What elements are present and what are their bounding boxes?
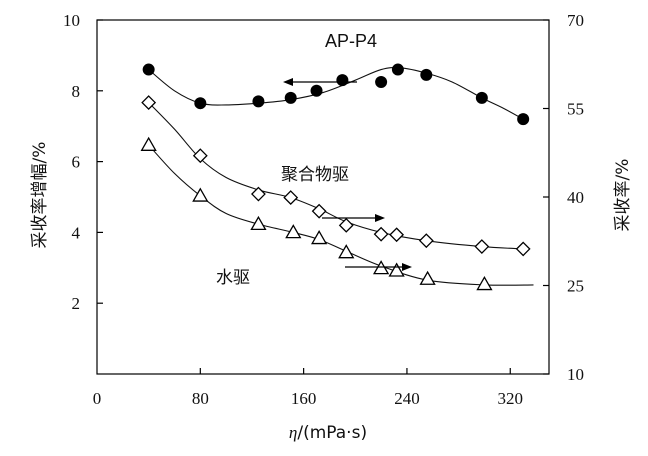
data-point-circle: [517, 113, 530, 126]
data-point-triangle: [285, 224, 302, 239]
direction-arrow-head: [375, 214, 385, 222]
data-point-circle: [310, 84, 323, 97]
direction-arrow-head: [283, 78, 293, 86]
data-point-triangle: [192, 187, 209, 202]
x-tick-label: 240: [394, 389, 420, 408]
data-point-diamond: [141, 95, 157, 111]
series-label-polymer: 聚合物驱: [281, 165, 349, 185]
data-point-triangle: [476, 276, 493, 291]
data-point-circle: [142, 63, 155, 76]
data-point-circle: [475, 91, 488, 104]
data-point-circle: [336, 74, 349, 87]
x-tick-label: 0: [93, 389, 102, 408]
data-point-diamond: [515, 241, 531, 257]
data-point-diamond: [338, 217, 354, 233]
left-y-axis-label: 采收率增幅/%: [30, 142, 50, 249]
data-point-circle: [252, 95, 265, 108]
x-tick-label: 320: [498, 389, 524, 408]
x-tick-label: 80: [192, 389, 209, 408]
left-y-tick-label: 6: [72, 153, 81, 172]
left-y-tick-label: 2: [72, 294, 81, 313]
data-point-diamond: [192, 148, 208, 164]
fit-curve: [148, 66, 524, 120]
data-point-triangle: [311, 229, 328, 245]
right-y-tick-label: 10: [567, 365, 584, 384]
x-axis: 0 80 160 240 320: [93, 368, 523, 408]
left-y-tick-label: 8: [72, 82, 81, 101]
x-tick-label: 160: [291, 389, 317, 408]
data-point-diamond: [373, 226, 389, 242]
data-point-diamond: [474, 239, 490, 254]
arrows: [283, 78, 412, 271]
left-y-tick-label: 4: [72, 223, 81, 242]
right-y-tick-label: 40: [567, 188, 584, 207]
right-y-axis-label: 采收率/%: [613, 159, 633, 232]
data-point-diamond: [311, 203, 327, 219]
data-point-circle: [420, 68, 433, 81]
data-point-circle: [375, 75, 388, 88]
data-point-circle: [391, 63, 404, 76]
direction-arrow-head: [402, 263, 412, 271]
right-y-tick-label: 70: [567, 11, 584, 30]
data-point-diamond: [389, 227, 405, 243]
data-point-triangle: [338, 244, 355, 259]
data-point-triangle: [388, 262, 405, 277]
right-y-axis: 10 25 40 55 70: [543, 11, 584, 384]
data-point-triangle: [419, 270, 436, 285]
data-point-triangle: [250, 215, 267, 231]
data-point-diamond: [418, 233, 434, 249]
data-point-circle: [284, 91, 297, 104]
right-y-tick-label: 55: [567, 100, 584, 119]
x-axis-label: η/(mPa·s): [289, 423, 367, 443]
series-label-water: 水驱: [216, 268, 250, 288]
data-point-diamond: [283, 190, 299, 206]
left-y-axis: 2 4 6 8 10: [63, 11, 103, 313]
plot-frame: [96, 19, 550, 375]
markers: [140, 63, 531, 291]
left-y-tick-label: 10: [63, 11, 80, 30]
series-label-ap-p4: AP-P4: [325, 31, 377, 51]
right-y-tick-label: 25: [567, 277, 584, 296]
data-point-diamond: [251, 186, 266, 202]
data-point-circle: [194, 97, 207, 110]
data-point-triangle: [140, 136, 157, 151]
